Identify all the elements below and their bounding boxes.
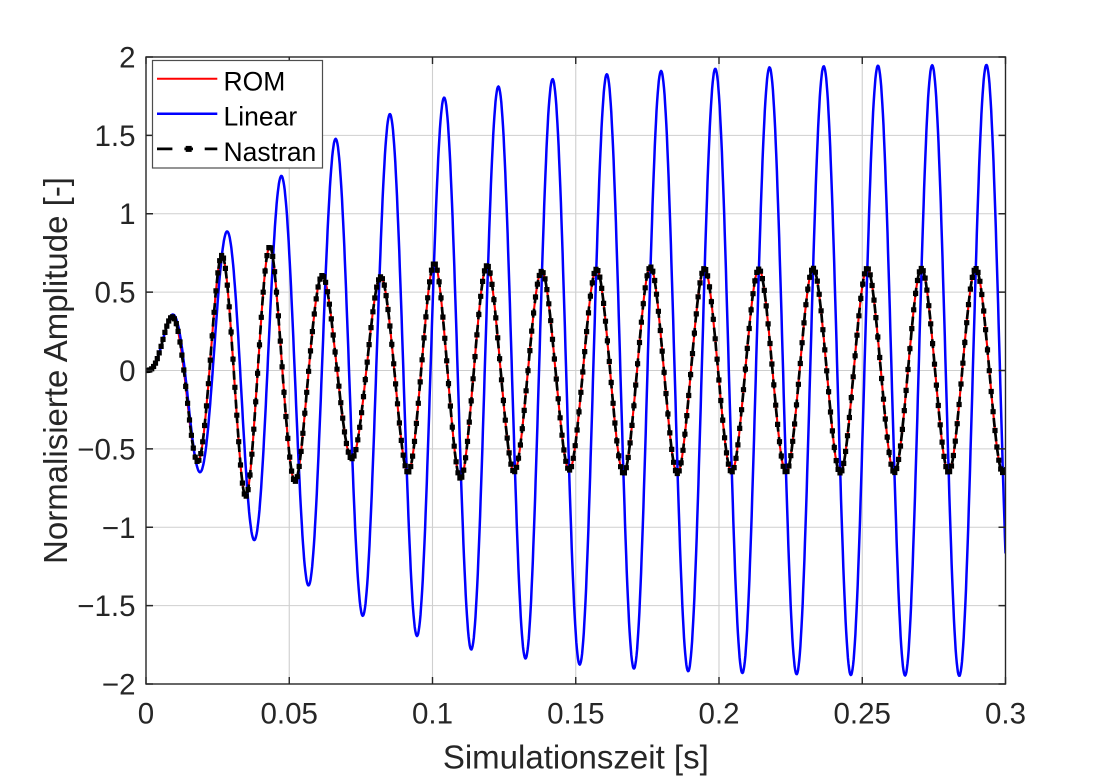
svg-text:Normalisierte Amplitude [-]: Normalisierte Amplitude [-]: [37, 177, 74, 564]
svg-text:Linear: Linear: [224, 102, 298, 132]
svg-text:−1: −1: [102, 512, 136, 545]
svg-text:−1.5: −1.5: [77, 590, 135, 623]
svg-text:1.5: 1.5: [94, 120, 135, 153]
svg-text:0: 0: [138, 698, 154, 731]
svg-text:−0.5: −0.5: [77, 433, 135, 466]
svg-text:Simulationszeit [s]: Simulationszeit [s]: [443, 739, 709, 776]
svg-text:ROM: ROM: [224, 67, 286, 97]
svg-text:2: 2: [119, 42, 135, 75]
svg-text:−2: −2: [102, 669, 136, 702]
svg-text:0.25: 0.25: [833, 698, 890, 731]
svg-text:0.15: 0.15: [547, 698, 604, 731]
svg-text:Nastran: Nastran: [224, 137, 317, 167]
svg-text:1: 1: [119, 198, 135, 231]
svg-text:0.05: 0.05: [260, 698, 317, 731]
svg-text:0.1: 0.1: [412, 698, 453, 731]
svg-text:0.5: 0.5: [94, 277, 135, 310]
svg-text:0.3: 0.3: [985, 698, 1026, 731]
svg-text:0.2: 0.2: [698, 698, 739, 731]
svg-text:0: 0: [119, 355, 135, 388]
